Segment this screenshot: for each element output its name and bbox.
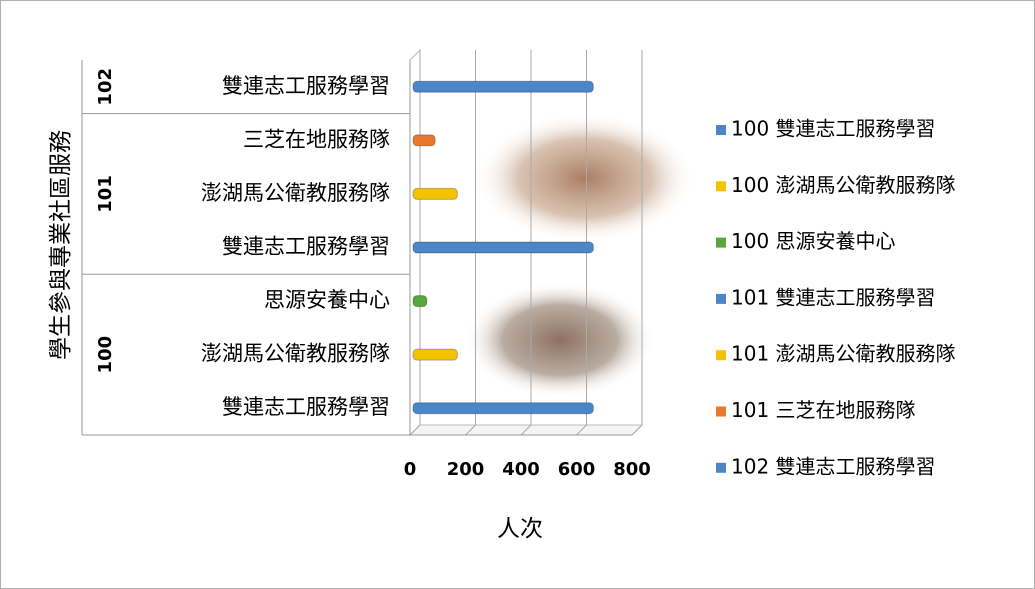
x-tick-label: 400 [502,459,540,480]
bar [412,295,428,308]
legend-swatch [716,462,726,473]
grid-line [520,50,532,436]
group-label: 100 [95,336,116,374]
legend-label: 100 澎湖馬公衛教服務隊 [731,173,956,197]
grid-line [409,50,421,436]
grid-line [465,50,476,436]
bar [412,241,594,254]
legend-label: 101 澎湖馬公衛教服務隊 [731,342,956,366]
bar [412,402,594,415]
legend-swatch [716,125,726,135]
x-tick-label: 0 [404,459,417,480]
legend-label: 100 思源安養中心 [731,229,896,253]
legend-label: 100 雙連志工服務學習 [731,117,936,141]
bar [412,134,436,147]
legend-swatch [716,350,726,361]
photo [465,282,655,398]
x-tick-label: 800 [613,459,651,480]
bar [412,80,594,93]
legend-swatch [716,406,726,417]
category-label: 雙連志工服務學習 [222,395,390,419]
y-axis-title: 學生參與專業社區服務 [48,130,74,360]
legend-swatch [716,237,726,248]
legend-swatch [716,181,726,192]
legend-label: 101 雙連志工服務學習 [731,285,936,309]
bar [412,348,458,361]
category-label: 雙連志工服務學習 [222,74,390,98]
group-label: 101 [95,175,116,213]
bar [412,187,458,200]
x-tick-label: 600 [558,459,596,480]
category-label: 澎湖馬公衛教服務隊 [201,342,390,366]
category-label: 雙連志工服務學習 [222,235,390,259]
group-label: 102 [95,68,116,106]
x-tick-label: 200 [447,459,485,480]
legend-label: 101 三芝在地服務隊 [731,398,916,422]
category-label: 三芝在地服務隊 [243,127,390,151]
category-label: 思源安養中心 [264,288,390,312]
x-axis-title: 人次 [497,516,543,542]
category-label: 澎湖馬公衛教服務隊 [201,181,390,205]
legend-label: 102 雙連志工服務學習 [731,454,936,478]
grid-line [576,50,587,436]
grid-line [631,50,643,436]
legend-swatch [716,293,726,304]
photo [475,113,695,243]
